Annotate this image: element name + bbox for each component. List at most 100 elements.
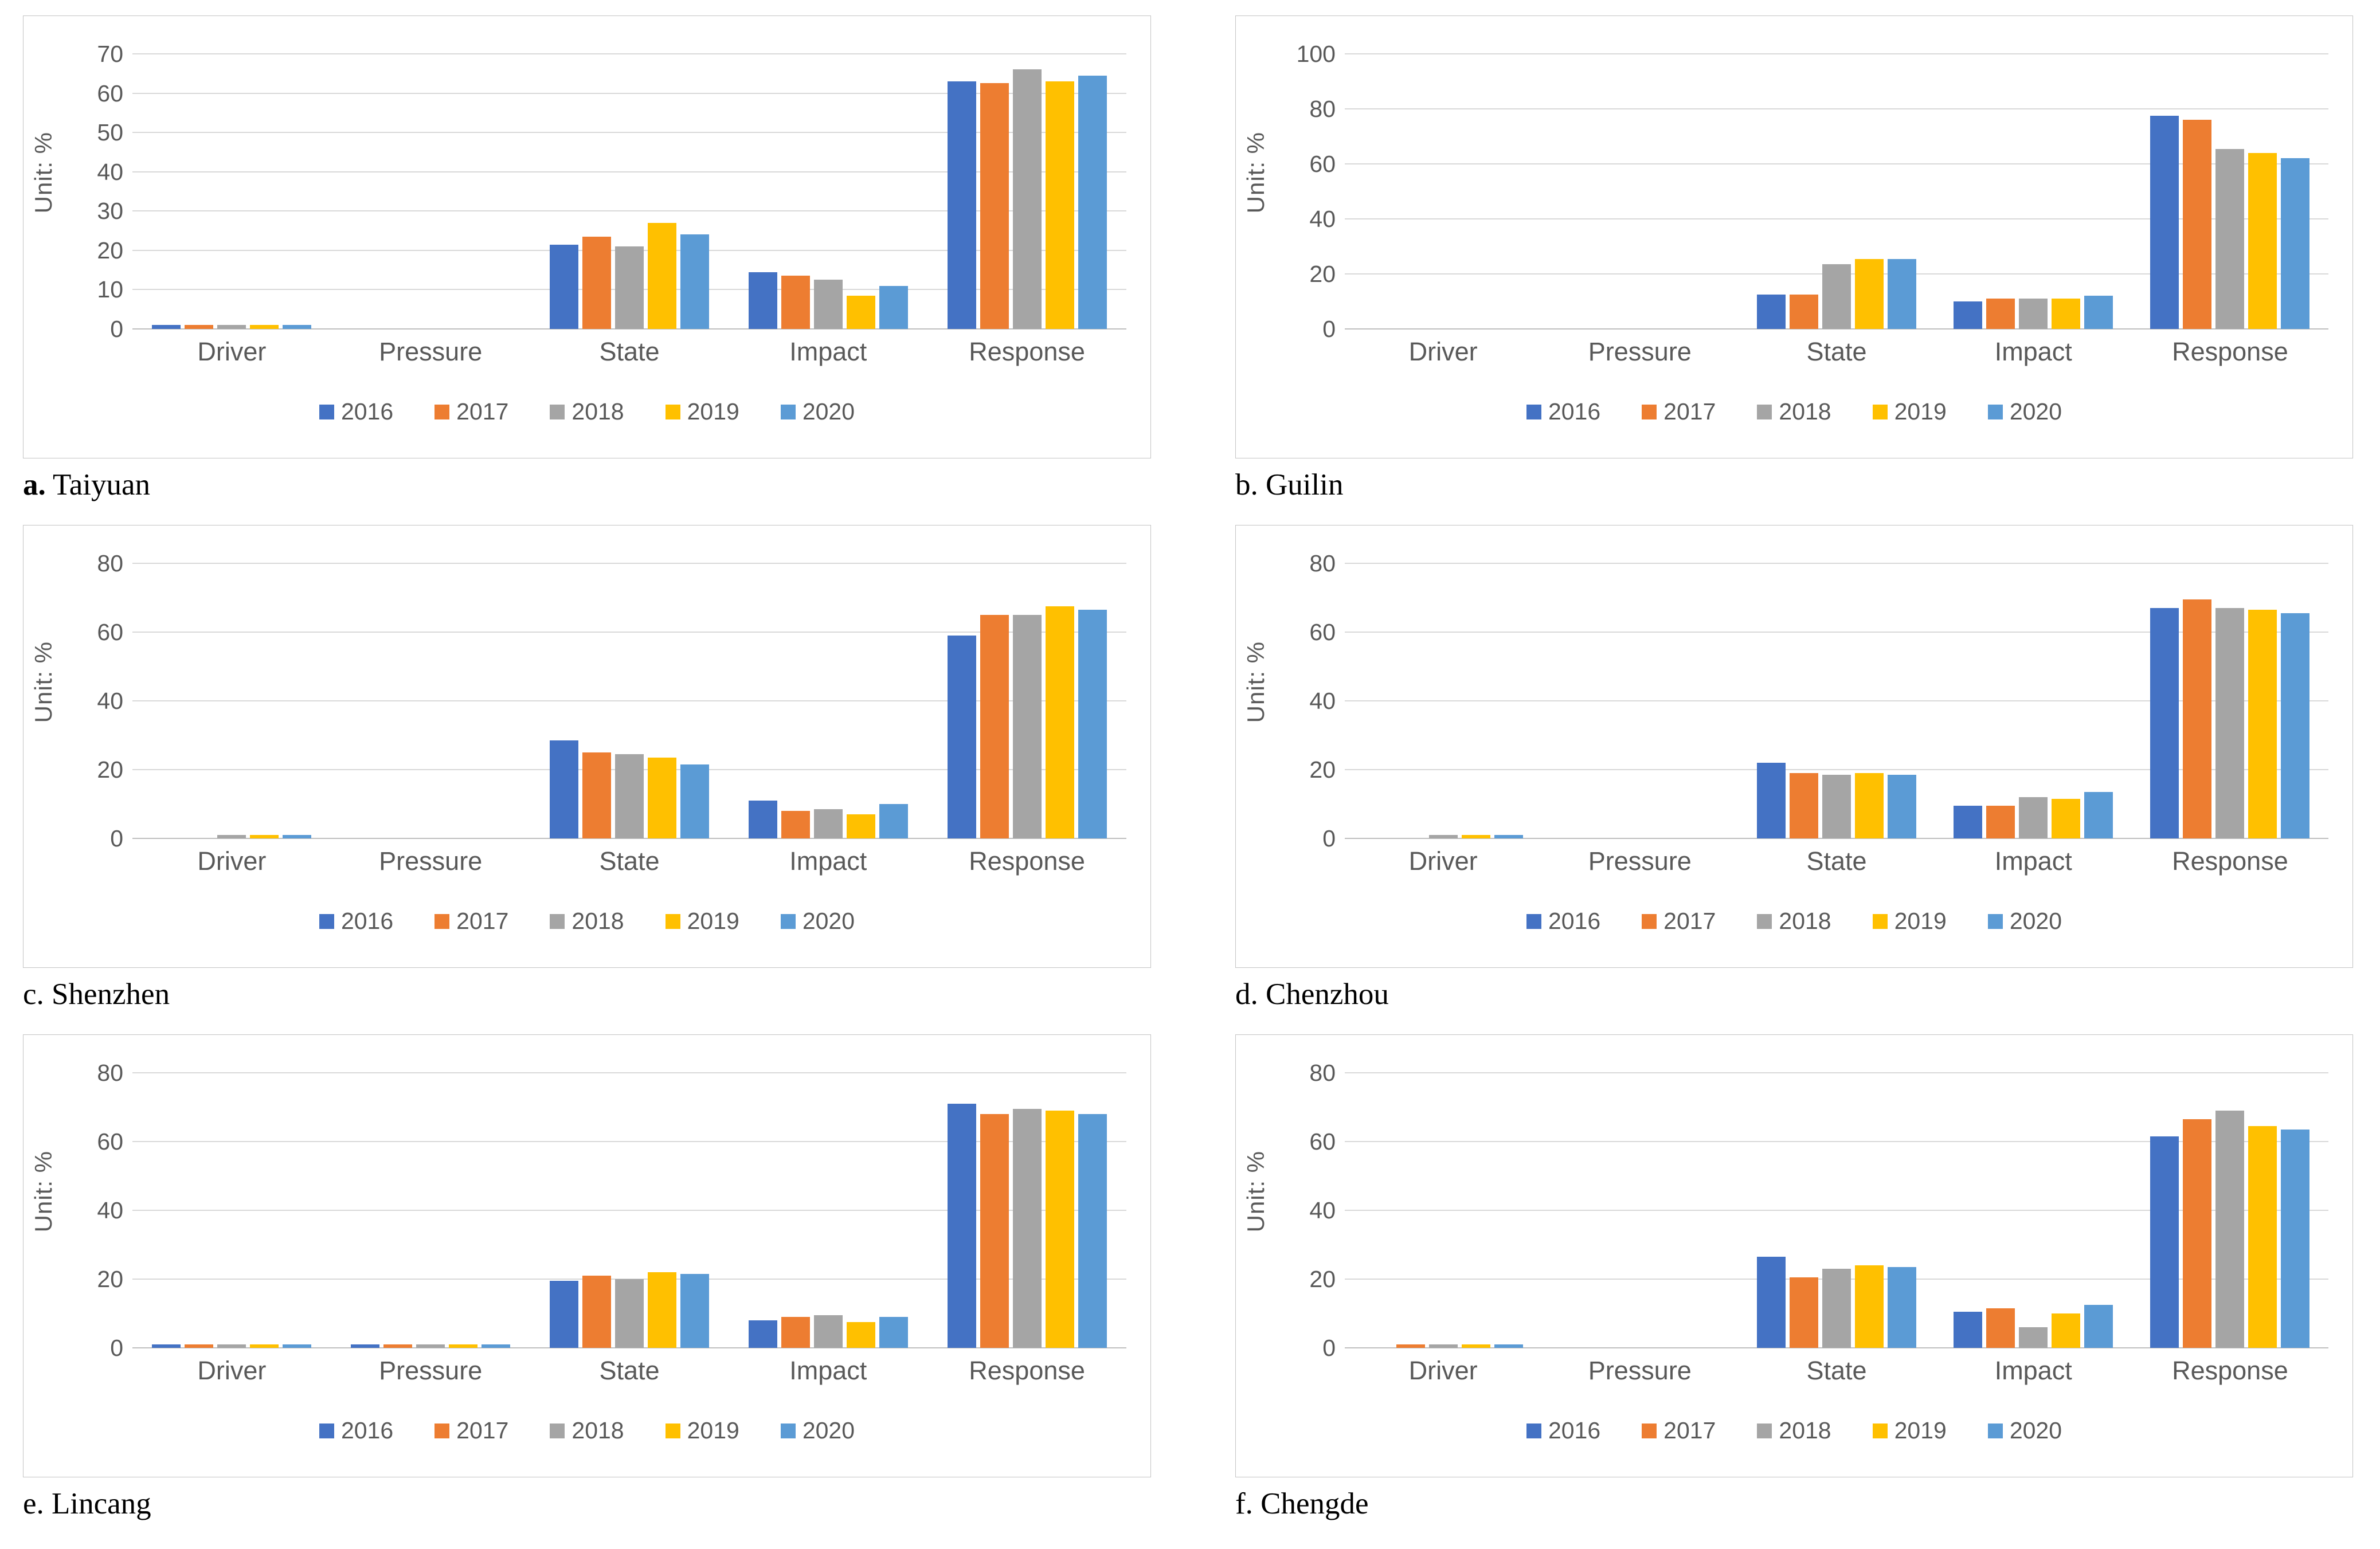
bar-2018-impact [813,1315,843,1348]
legend: 2016 2017 2018 2019 2020 [24,381,1150,458]
x-category-label-state: State [599,846,660,876]
plot-area [1345,563,2328,839]
x-axis-labels: Driver Pressure State Impact Response [1345,838,2328,890]
bar-2020-state [680,1274,709,1348]
y-tick-label: 0 [1322,825,1336,852]
plot-area-wrap [1345,16,2328,330]
x-category-label-impact: Impact [1994,337,2072,366]
bar-2020-response [1078,75,1107,329]
gridline [132,1072,1126,1073]
bar-2019-state [647,222,676,329]
plot-area [132,53,1126,330]
bar-2017-response [980,1114,1009,1348]
legend-swatch-icon [1987,913,2003,929]
y-tick-label: 80 [1309,1060,1336,1086]
legend-item-2017: 2017 [1642,908,1716,935]
gridline [132,700,1126,701]
gridline [132,171,1126,172]
bar-2018-response [2215,608,2245,838]
legend-item-2019: 2019 [1872,908,1947,935]
bar-2020-driver [1494,1344,1523,1348]
plot-area [132,1072,1126,1348]
x-axis-labels: Driver Pressure State Impact Response [1345,329,2328,381]
bar-2020-impact [2084,1305,2113,1348]
panel-caption-city: Guilin [1266,468,1344,501]
gridline [132,1141,1126,1142]
bar-2018-state [1822,775,1851,838]
legend-swatch-icon [780,1423,796,1438]
bar-2017-state [582,236,611,329]
bar-2018-driver [1428,835,1458,838]
y-tick-label: 40 [1309,1197,1336,1223]
bar-2019-driver [250,325,279,329]
plot-area-wrap [1345,1035,2328,1348]
legend-swatch-icon [434,404,450,419]
y-tick-label: 80 [97,550,123,577]
bar-2019-response [2248,152,2277,329]
bar-group-state [1738,54,1935,329]
chart-panel-a: Unit: % 0 10 20 30 40 50 60 70 Driver Pressure Stat… [23,15,1151,458]
gridline [1345,1072,2328,1073]
legend-swatch-icon [665,1423,680,1438]
bar-2020-driver [283,1344,312,1348]
x-category-label-state: State [1806,1356,1867,1385]
y-axis-tick-labels: 0 20 40 60 80 [64,1035,132,1361]
bar-2019-state [647,1272,676,1348]
bar-2019-response [2248,1126,2277,1348]
y-axis-title: Unit: % [30,1150,57,1233]
gridline [1345,163,2328,164]
chart-cell-c: Unit: % 0 20 40 60 80 Driver Pressure State Impac… [23,525,1151,1034]
legend-label: 2017 [456,1417,509,1444]
y-tick-label: 40 [97,1197,123,1223]
gridline [132,210,1126,212]
y-tick-label: 20 [97,237,123,264]
bar-group-state [1738,563,1935,838]
bar-2016-state [549,244,578,329]
x-axis-line [1345,1347,2328,1348]
bar-2017-driver [185,1344,214,1348]
bar-group-driver [1345,563,1541,838]
bar-group-state [530,1073,729,1348]
bar-2020-driver [1494,835,1523,838]
y-axis-title: Unit: % [1242,1150,1269,1233]
legend-item-2018: 2018 [550,908,624,935]
bar-2019-state [1855,773,1884,838]
gridline [1345,108,2328,109]
bar-2017-state [582,1276,611,1348]
x-category-label-response: Response [969,1356,1085,1385]
panel-caption-e: e. Lincang [23,1487,1151,1523]
bar-2018-response [1012,1109,1042,1348]
x-category-label-driver: Driver [1408,1356,1478,1385]
x-category-label-impact: Impact [789,1356,867,1385]
legend-swatch-icon [1872,404,1888,419]
y-axis-title-container: Unit: % [1236,526,1276,838]
legend-swatch-icon [1757,913,1772,929]
plot-area-wrap [132,1035,1126,1348]
legend-label: 2016 [1548,908,1601,934]
chart-panel-e: Unit: % 0 20 40 60 80 Driver Pressure State Impac… [23,1034,1151,1477]
plot-area [1345,1072,2328,1348]
bar-2016-driver [152,325,181,329]
y-axis-title-container: Unit: % [1236,16,1276,329]
y-axis-title-container: Unit: % [24,16,64,329]
legend-label: 2019 [687,1417,739,1444]
y-tick-label: 20 [1309,261,1336,287]
y-tick-label: 20 [97,1266,123,1292]
x-axis-labels: Driver Pressure State Impact Response [132,1348,1126,1399]
legend-swatch-icon [550,404,565,419]
legend-label: 2016 [340,908,394,934]
x-category-label-driver: Driver [1408,337,1478,366]
panel-caption-a: a. Taiyuan [23,468,1151,504]
bar-group-response [927,563,1126,838]
legend: 2016 2017 2018 2019 2020 [1236,381,2352,458]
bar-2019-state [1855,1265,1884,1348]
legend-label: 2019 [1894,1417,1947,1444]
legend-label: 2018 [1779,1417,1831,1444]
bar-2018-impact [813,809,843,838]
y-tick-label: 40 [97,688,123,714]
y-tick-label: 40 [97,158,123,185]
legend-label: 2017 [1663,398,1716,425]
y-tick-label: 40 [1309,206,1336,232]
x-axis-line [1345,838,2328,839]
